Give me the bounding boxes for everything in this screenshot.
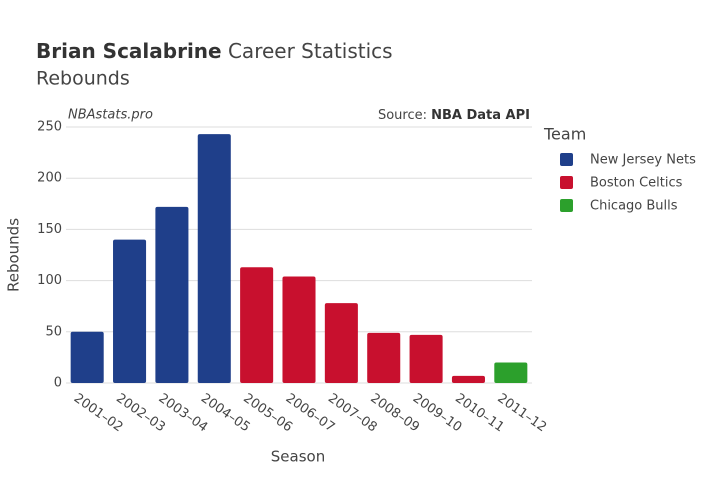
title-rest: Career Statistics (228, 39, 393, 63)
bar (155, 206, 189, 383)
y-tick-label: 100 (37, 273, 62, 288)
bar (240, 267, 274, 383)
legend-label: Boston Celtics (590, 176, 683, 191)
legend-swatch (560, 153, 573, 166)
legend-title: Team (543, 125, 586, 144)
bar (409, 334, 443, 383)
bar (70, 331, 104, 383)
bar (197, 134, 231, 383)
x-axis-label: Season (271, 448, 325, 466)
y-tick-label: 250 (37, 120, 62, 135)
legend-label: Chicago Bulls (590, 199, 678, 214)
bar (324, 303, 358, 383)
y-tick-label: 0 (54, 376, 62, 391)
legend-label: New Jersey Nets (590, 153, 696, 168)
y-tick-label: 200 (37, 171, 62, 186)
bar (451, 375, 485, 383)
bar (494, 362, 528, 383)
title-bold: Brian Scalabrine (36, 39, 222, 63)
legend-swatch (560, 199, 573, 212)
y-axis-label: Rebounds (5, 218, 23, 292)
source-name: NBA Data API (431, 108, 530, 123)
bar (367, 332, 401, 383)
bar (282, 276, 316, 383)
legend-swatch (560, 176, 573, 189)
source: Source: NBA Data API (378, 108, 530, 123)
site-label: NBAstats.pro (68, 108, 153, 123)
y-tick-label: 50 (45, 324, 62, 339)
bar (113, 239, 147, 383)
y-tick-label: 150 (37, 222, 62, 237)
source-label: Source: (378, 108, 427, 123)
subtitle: Rebounds (36, 68, 130, 90)
chart-title: Brian Scalabrine Career Statistics (36, 39, 393, 63)
